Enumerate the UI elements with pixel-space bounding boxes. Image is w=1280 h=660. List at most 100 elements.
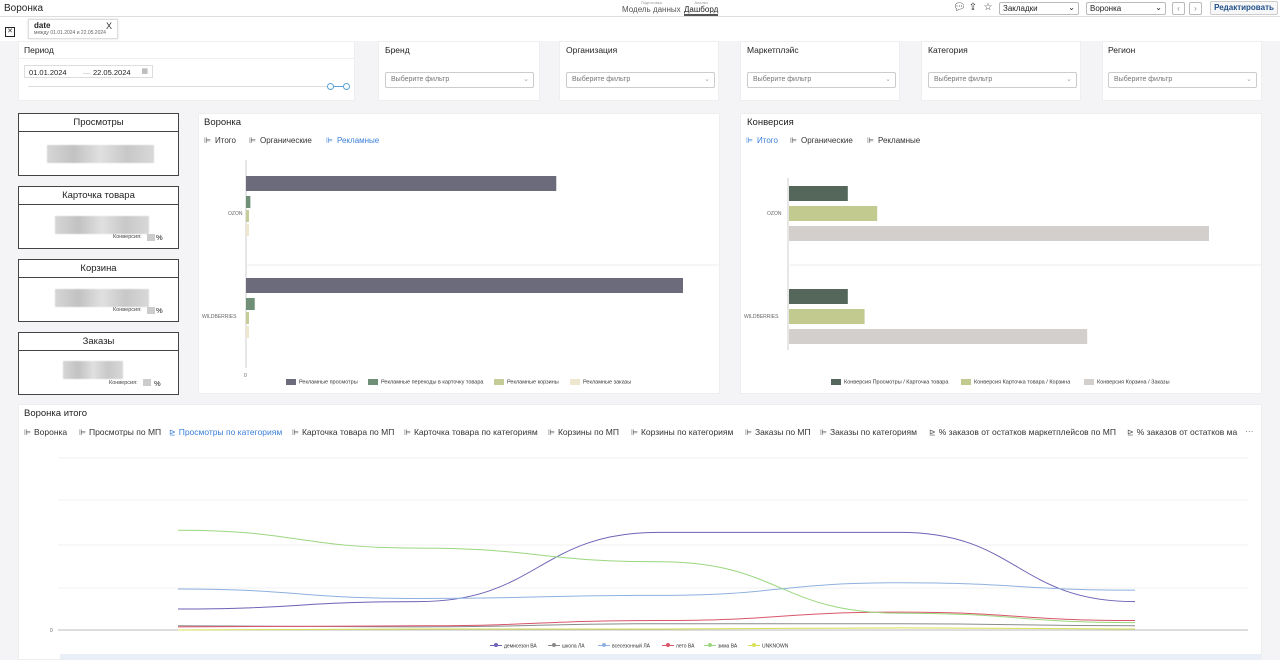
legend-marker bbox=[662, 643, 674, 649]
legend-swatch bbox=[494, 379, 504, 385]
conversion-tab-ads[interactable]: ⊫ Рекламные bbox=[867, 136, 921, 145]
legend-item[interactable]: Рекламные переходы в карточку товара bbox=[368, 379, 483, 385]
bottom-tab[interactable]: ⊫ Заказы по МП bbox=[745, 427, 811, 437]
funnel-panel-title: Воронка bbox=[204, 117, 242, 128]
clear-filters-icon[interactable]: ✕ bbox=[5, 27, 15, 37]
tab-dashboard[interactable]: Анализ Дашборд bbox=[684, 0, 719, 16]
marketplace-select[interactable]: Выберите фильтр ⌄ bbox=[747, 72, 896, 88]
chevron-down-icon: ⌄ bbox=[1068, 3, 1075, 12]
bar-chart-icon: ⊫ bbox=[790, 136, 797, 145]
funnel-panel bbox=[198, 113, 720, 394]
period-slider-track[interactable] bbox=[28, 86, 346, 87]
legend-item[interactable]: зима ВА bbox=[704, 643, 737, 649]
legend-item[interactable]: демисезон ВА bbox=[490, 643, 537, 649]
bottom-tab[interactable]: ⊫ Карточка товара по МП bbox=[292, 427, 395, 437]
bookmarks-select[interactable]: Закладки ⌄ bbox=[999, 2, 1079, 15]
funnel-tab-ads[interactable]: ⊫ Рекламные bbox=[326, 136, 380, 145]
chevron-down-icon: ⌄ bbox=[704, 76, 710, 83]
funnel-bar bbox=[246, 298, 255, 310]
line-chart-icon: ⊵ bbox=[929, 428, 936, 437]
bottom-tab[interactable]: ⊫ Просмотры по МП bbox=[79, 427, 162, 437]
star-icon[interactable]: ☆ bbox=[983, 2, 993, 13]
bar-chart-icon: ⊫ bbox=[292, 428, 299, 437]
edit-button[interactable]: Редактировать bbox=[1210, 1, 1278, 15]
conversion-bar bbox=[789, 329, 1088, 344]
bar-chart-icon: ⊫ bbox=[820, 428, 827, 437]
period-input[interactable]: 01.01.2024 — 22.05.2024 ▦ bbox=[24, 65, 153, 78]
brand-select[interactable]: Выберите фильтр ⌄ bbox=[385, 72, 534, 88]
bar-chart-icon: ⊫ bbox=[249, 136, 256, 145]
kpi-conversion-redacted bbox=[147, 234, 155, 241]
category-select[interactable]: Выберите фильтр ⌄ bbox=[928, 72, 1077, 88]
legend-item[interactable]: Рекламные корзины bbox=[494, 379, 559, 385]
conversion-tab-organic[interactable]: ⊫ Органические bbox=[790, 136, 853, 145]
app-title: Воронка bbox=[4, 3, 44, 14]
kpi-title: Просмотры bbox=[19, 114, 178, 132]
bottom-tab[interactable]: ⊫ Воронка bbox=[24, 427, 68, 437]
bottom-tab[interactable]: ⊵% заказов от остатков ма bbox=[1127, 427, 1238, 437]
funnel-bar bbox=[246, 326, 249, 338]
funnel-total-panel bbox=[18, 404, 1262, 660]
bottom-tab[interactable]: ⊫ Карточка товара по категориям bbox=[404, 427, 538, 437]
legend-item[interactable]: Конверсия Просмотры / Карточка товара bbox=[831, 379, 948, 385]
legend-item[interactable]: Конверсия Карточка товара / Корзина bbox=[961, 379, 1070, 385]
legend-item[interactable]: Рекламные заказы bbox=[570, 379, 631, 385]
kpi-product-card: Карточка товара Конверсия: % bbox=[18, 186, 179, 249]
legend-item[interactable]: UNKNOWN bbox=[748, 643, 788, 649]
bottom-tab[interactable]: ⊫ Заказы по категориям bbox=[820, 427, 917, 437]
filter-org-panel bbox=[559, 41, 719, 101]
region-select[interactable]: Выберите фильтр ⌄ bbox=[1108, 72, 1257, 88]
calendar-icon[interactable]: ▦ bbox=[141, 68, 148, 75]
bottom-tab[interactable]: ⊫ Корзины по МП bbox=[548, 427, 619, 437]
legend-item[interactable]: Рекламные просмотры bbox=[286, 379, 358, 385]
slider-handle[interactable] bbox=[343, 83, 350, 90]
brand-label: Бренд bbox=[385, 45, 410, 55]
bottom-tab[interactable]: ⊵% заказов от остатков маркетплейсов по … bbox=[929, 427, 1116, 437]
filter-bar: date между 01.01.2024 и 22.05.2024 X bbox=[0, 17, 1280, 41]
funnel-x-zero: 0 bbox=[244, 373, 247, 379]
legend-item[interactable]: всесезонный ЛА bbox=[598, 643, 650, 649]
conversion-bar bbox=[789, 289, 848, 304]
nav-back-button[interactable]: ‹ bbox=[1172, 2, 1185, 15]
funnel-tab-total[interactable]: ⊫ Итого bbox=[204, 136, 236, 145]
kpi-conversion-redacted bbox=[143, 379, 151, 386]
legend-item[interactable]: Конверсия Корзина / Заказы bbox=[1084, 379, 1170, 385]
kpi-conversion-redacted bbox=[147, 307, 155, 314]
conversion-bar bbox=[789, 309, 865, 324]
nav-forward-button[interactable]: › bbox=[1189, 2, 1202, 15]
org-select[interactable]: Выберите фильтр ⌄ bbox=[566, 72, 715, 88]
conversion-panel bbox=[740, 113, 1262, 394]
funnel-bar-chart: OZON WILDBERRIES 0 bbox=[202, 160, 720, 379]
dashboard-select[interactable]: Воронка ⌄ bbox=[1086, 2, 1166, 15]
legend-marker bbox=[748, 643, 760, 649]
funnel-tab-organic[interactable]: ⊫ Органические bbox=[249, 136, 312, 145]
divider bbox=[18, 58, 355, 59]
funnel-bar bbox=[246, 196, 251, 208]
filter-period-panel bbox=[18, 41, 355, 101]
conversion-bar bbox=[789, 186, 848, 201]
legend-marker bbox=[704, 643, 716, 649]
bottom-tab[interactable]: ⊫ Корзины по категориям bbox=[631, 427, 734, 437]
kpi-percent: % bbox=[154, 379, 161, 388]
filter-chip-date[interactable]: date между 01.01.2024 и 22.05.2024 X bbox=[28, 19, 118, 39]
share-icon[interactable]: ⇪ bbox=[968, 2, 978, 13]
bottom-tab[interactable]: ⊵ Просмотры по категориям bbox=[169, 427, 283, 437]
legend-item[interactable]: лето ВА bbox=[662, 643, 694, 649]
kpi-title: Заказы bbox=[19, 333, 178, 351]
tab-data-model[interactable]: Подготовка Модель данных bbox=[622, 0, 681, 14]
close-icon[interactable]: X bbox=[105, 21, 112, 31]
comment-icon[interactable]: 💬︎ bbox=[953, 2, 966, 13]
funnel-category-label: OZON bbox=[228, 211, 243, 217]
funnel-bar bbox=[246, 210, 249, 222]
series-line bbox=[177, 627, 1136, 631]
conversion-category-label: OZON bbox=[767, 211, 782, 217]
scroll-strip bbox=[60, 654, 1262, 660]
conversion-tab-total[interactable]: ⊫ Итого bbox=[746, 136, 778, 145]
more-tabs-icon[interactable]: ··· bbox=[1245, 426, 1254, 436]
legend-item[interactable]: школа ЛА bbox=[548, 643, 585, 649]
line-chart-icon: ⊵ bbox=[169, 428, 176, 437]
chevron-down-icon: ⌄ bbox=[1155, 3, 1162, 12]
top-bar: Воронка Подготовка Модель данных Анализ … bbox=[0, 0, 1280, 17]
slider-range bbox=[333, 86, 344, 87]
kpi-value-redacted bbox=[55, 216, 149, 234]
